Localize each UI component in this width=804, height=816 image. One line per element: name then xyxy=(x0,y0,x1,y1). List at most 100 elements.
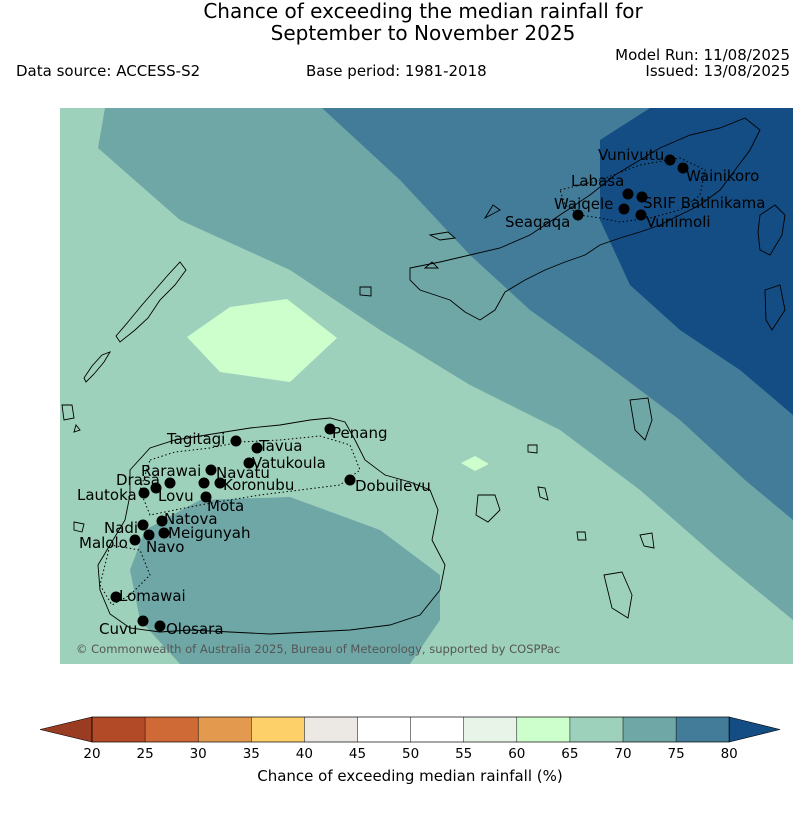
station-label-cuvu: Cuvu xyxy=(99,620,137,638)
station-label-vatukoula: Vatukoula xyxy=(252,454,326,472)
contour-80-plus xyxy=(600,108,793,415)
east-islets xyxy=(764,284,786,331)
colorbar-tick-label: 20 xyxy=(83,746,100,762)
station-marker-lomawai xyxy=(110,591,122,603)
forecast-contours xyxy=(60,108,793,664)
station-label-labasa: Labasa xyxy=(571,172,624,190)
station-label-lomawai: Lomawai xyxy=(119,587,186,605)
colorbar-segment-60-65 xyxy=(516,717,570,742)
colorbar-tick-label: 35 xyxy=(243,746,260,762)
station-label-srif-batinikama: SRIF Batinikama xyxy=(643,194,765,212)
taveuni-coast xyxy=(757,204,786,256)
contour-60-65-small xyxy=(461,456,489,471)
station-label-nadi: Nadi xyxy=(104,519,138,537)
station-label-navo: Navo xyxy=(146,538,184,556)
station-label-dobuilevu: Dobuilevu xyxy=(355,477,431,495)
station-marker-penang xyxy=(324,423,336,435)
station-label-tagitagi: Tagitagi xyxy=(166,430,225,448)
colorbar-under-arrow xyxy=(39,716,93,743)
base-period-label: Base period: 1981-2018 xyxy=(306,62,487,80)
colorbar-tick-label: 80 xyxy=(721,746,738,762)
colorbar-segment-75-80 xyxy=(676,717,730,742)
contour-60-65-centre xyxy=(187,299,337,382)
station-label-vunivutu: Vunivutu xyxy=(598,146,664,164)
viti-levu-coast xyxy=(97,417,446,635)
station-marker-vunimoli xyxy=(635,209,647,221)
yasawa-islands xyxy=(115,261,187,343)
station-marker-srif-batinikama xyxy=(636,191,648,203)
colorbar-segment-40-45 xyxy=(304,717,358,742)
station-label-navatu: Navatu xyxy=(216,464,270,482)
model-run-label: Model Run: 11/08/2025 xyxy=(615,46,790,64)
station-marker-tagitagi xyxy=(230,435,242,447)
station-marker-drasa xyxy=(164,477,176,489)
colorbar-tick-label: 55 xyxy=(455,746,472,762)
west-islets xyxy=(61,404,85,533)
map-title-line1: Chance of exceeding the median rainfall … xyxy=(203,0,643,23)
colorbar-tick-label: 25 xyxy=(137,746,154,762)
station-label-malolo: Malolo xyxy=(79,534,128,552)
island-g xyxy=(576,531,587,541)
colorbar-segment-35-40 xyxy=(251,717,305,742)
colorbar-segment-45-50 xyxy=(357,717,411,742)
station-label-wainikoro: Wainikoro xyxy=(686,167,759,185)
coastlines xyxy=(61,117,786,635)
colorbar-segment-55-60 xyxy=(463,717,517,742)
colorbar-tick-label: 40 xyxy=(296,746,313,762)
station-marker-nadi xyxy=(137,519,149,531)
station-label-tavua: Tavua xyxy=(258,437,302,455)
station-marker-lautoka xyxy=(138,487,150,499)
colorbar-label: Chance of exceeding median rainfall (%) xyxy=(257,767,563,785)
station-marker-waiqele xyxy=(618,203,630,215)
station-marker-rarawai xyxy=(205,464,217,476)
vanua-levu-coast xyxy=(409,117,761,321)
colorbar: 20 25 30 35 40 45 50 55 60 65 70 75 80 xyxy=(39,716,781,762)
station-marker-labasa xyxy=(622,188,634,200)
station-label-drasa: Drasa xyxy=(116,471,160,489)
colorbar-segment-25-30 xyxy=(145,717,199,742)
station-label-lautoka: Lautoka xyxy=(77,486,137,504)
station-marker-seaqaqa xyxy=(572,209,584,221)
island-f xyxy=(527,444,538,454)
colorbar-segment-65-70 xyxy=(569,717,623,742)
station-marker-cuvu xyxy=(137,615,149,627)
station-label-meigunyah: Meigunyah xyxy=(168,524,250,542)
station-marker-koronubu xyxy=(198,477,210,489)
island-h xyxy=(359,286,372,297)
station-marker-olosara xyxy=(154,620,166,632)
colorbar-segment-70-75 xyxy=(623,717,677,742)
station-label-penang: Penang xyxy=(332,424,387,442)
station-marker-malolo xyxy=(129,534,141,546)
station-label-koronubu: Koronubu xyxy=(223,476,294,494)
station-label-seaqaqa: Seaqaqa xyxy=(505,213,570,231)
station-marker-dobuilevu xyxy=(344,474,356,486)
island-d xyxy=(537,486,549,501)
station-marker-navo xyxy=(143,529,155,541)
colorbar-tick-label: 50 xyxy=(402,746,419,762)
colorbar-tick-label: 75 xyxy=(668,746,685,762)
island-c xyxy=(603,571,633,619)
contour-70-75-south xyxy=(130,497,440,664)
station-marker-natova xyxy=(156,515,168,527)
yasawa-islands-south xyxy=(83,351,112,383)
station-label-natova: Natova xyxy=(164,510,218,528)
station-marker-navatu xyxy=(214,477,226,489)
colorbar-segment-30-35 xyxy=(198,717,252,742)
colorbar-tick-label: 60 xyxy=(508,746,525,762)
island-a xyxy=(629,397,653,441)
colorbar-segment-50-55 xyxy=(410,717,464,742)
station-markers: Vunivutu Wainikoro Labasa Waiqele SRIF Batin… xyxy=(77,146,765,638)
copyright-text: © Commonwealth of Australia 2025, Bureau… xyxy=(76,642,560,656)
north-islets xyxy=(423,204,501,269)
island-e xyxy=(639,532,655,549)
station-marker-meigunyah xyxy=(158,527,170,539)
island-b xyxy=(475,494,501,523)
station-marker-wainikoro xyxy=(677,162,689,174)
station-label-lovu: Lovu xyxy=(158,487,194,505)
map-title-line2: September to November 2025 xyxy=(270,21,576,45)
colorbar-tick-label: 45 xyxy=(349,746,366,762)
station-marker-mota xyxy=(200,491,212,503)
colorbar-tick-label: 70 xyxy=(614,746,631,762)
colorbar-tick-label: 30 xyxy=(190,746,207,762)
station-marker-vunivutu xyxy=(664,154,676,166)
